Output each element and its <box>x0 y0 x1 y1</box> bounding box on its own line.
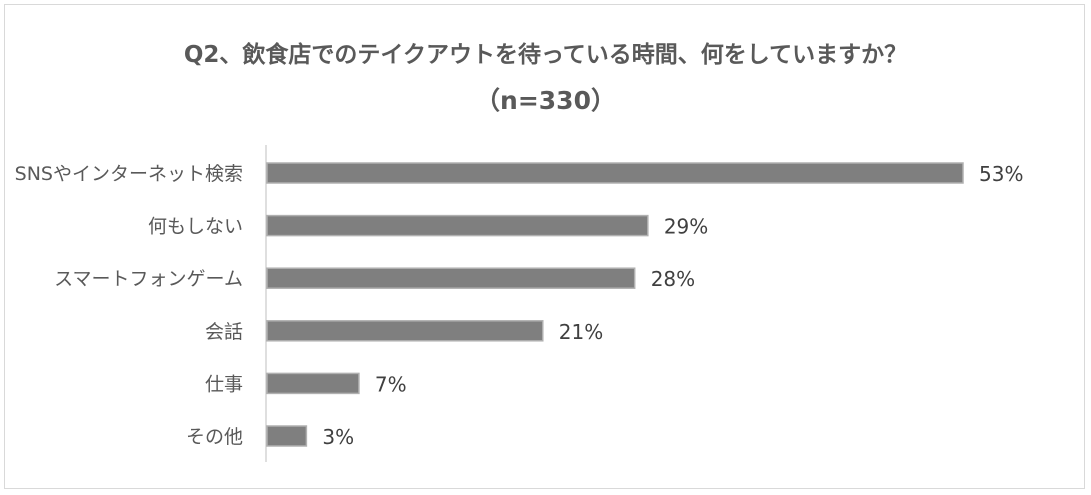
category-label: 仕事 <box>205 373 243 395</box>
data-label: 28% <box>651 267 695 291</box>
data-label: 29% <box>664 215 708 239</box>
bar <box>266 425 308 447</box>
chart-title: Q2、飲食店でのテイクアウトを待っている時間、何をしていますか？ <box>183 42 908 68</box>
bar <box>266 320 544 342</box>
bar <box>266 267 636 289</box>
bar <box>266 162 964 184</box>
bar <box>266 372 360 395</box>
data-label: 21% <box>559 320 603 344</box>
category-label: 会話 <box>205 321 243 343</box>
category-label: SNSやインターネット検索 <box>15 163 243 185</box>
chart-subtitle: （n=330） <box>475 86 616 115</box>
data-label: 7% <box>375 372 407 396</box>
data-label: 3% <box>322 425 354 449</box>
chart-frame: Q2、飲食店でのテイクアウトを待っている時間、何をしていますか？ （n=330） <box>4 4 1085 489</box>
category-label: その他 <box>186 426 243 448</box>
data-label: 53% <box>979 162 1023 186</box>
category-label: スマートフォンゲーム <box>54 268 243 290</box>
bar <box>266 214 649 237</box>
category-label: 何もしない <box>148 216 243 238</box>
